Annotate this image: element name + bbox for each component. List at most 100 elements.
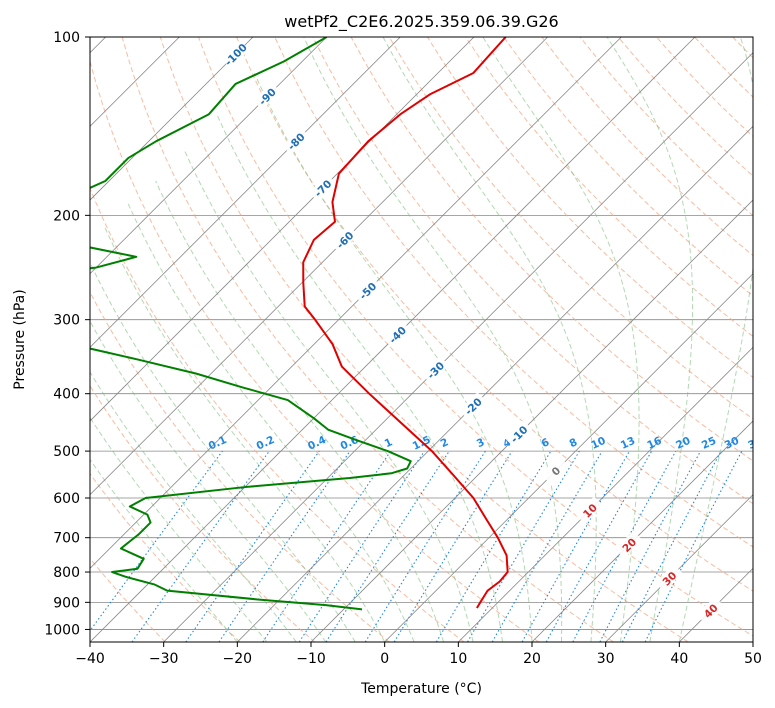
temperature-line (302, 37, 509, 609)
isotherm-label-bg (696, 596, 724, 625)
mixing-ratio-line (90, 450, 223, 632)
dry-adiabat (350, 37, 753, 462)
dewpoint-line (90, 37, 412, 611)
mixing-ratio-label: 30 (723, 435, 741, 452)
isotherm-label-bg (504, 419, 533, 448)
x-tick-label: −10 (296, 651, 326, 667)
moist-adiabat (482, 37, 640, 642)
x-tick-label: −40 (75, 651, 105, 667)
moist-adiabat (90, 416, 268, 642)
plot-area (90, 37, 753, 642)
isotherm-label-bg (308, 174, 337, 202)
y-tick-label: 900 (53, 595, 80, 611)
moist-adiabat (90, 320, 327, 642)
dry-adiabat (236, 37, 753, 592)
isotherm-line (384, 273, 753, 642)
mixing-ratio-label: 4 (501, 436, 513, 450)
isotherm-line (90, 37, 548, 496)
mixing-ratio-label: 10 (589, 435, 607, 452)
isotherm-line (237, 125, 753, 642)
y-axis-label: Pressure (hPa) (12, 289, 28, 389)
isotherm-label-bg (221, 40, 250, 68)
mixing-ratio-label: 13 (619, 435, 637, 452)
isotherm-label-bg (281, 127, 310, 155)
isotherm-label-bg (330, 225, 359, 254)
moist-adiabat (382, 37, 597, 642)
mixing-ratio-line (218, 450, 351, 642)
y-tick-label: 500 (53, 444, 80, 460)
mixing-ratio-line (572, 450, 677, 642)
y-tick-label: 800 (53, 565, 80, 581)
y-tick-label: 1000 (44, 622, 80, 638)
isotherm-label-bg (383, 320, 411, 349)
isotherm-line (310, 199, 753, 642)
x-axis-label: Temperature (°C) (360, 681, 482, 697)
chart-title: wetPf2_C2E6.2025.359.06.39.G26 (284, 12, 558, 32)
isotherm-label-bg (353, 276, 382, 305)
mixing-ratio-line (545, 450, 653, 642)
dry-adiabat (90, 384, 316, 642)
y-tick-label: 300 (53, 313, 80, 329)
dry-adiabat (90, 186, 465, 642)
moist-adiabat (155, 180, 445, 642)
x-tick-label: 10 (449, 651, 467, 667)
mixing-ratio-label: 2 (439, 436, 451, 450)
moist-adiabat (216, 114, 504, 642)
isotherm-label-bg (253, 82, 281, 110)
mixing-ratio-label: 3 (475, 436, 487, 450)
y-tick-label: 100 (53, 30, 80, 46)
isotherm-label-bg (458, 392, 487, 420)
isotherm-line (90, 37, 622, 569)
x-tick-label: 0 (380, 651, 389, 667)
dry-adiabat (90, 291, 390, 642)
mixing-ratio-label: 6 (540, 436, 552, 450)
y-tick-label: 700 (53, 531, 80, 547)
isotherm-line (458, 346, 753, 642)
x-tick-label: 30 (597, 651, 615, 667)
moist-adiabat (126, 201, 415, 642)
y-axis: 100 200 300 400 500 600 700 800 900 1000 (44, 30, 90, 638)
mixing-ratio-line (393, 450, 513, 642)
x-tick-label: 40 (670, 651, 688, 667)
x-tick-label: 50 (744, 651, 762, 667)
background-lines (90, 37, 753, 642)
mixing-ratio-label: 20 (674, 435, 692, 452)
dry-adiabat (121, 37, 614, 642)
dry-adiabat (274, 37, 753, 548)
dry-adiabat (426, 37, 753, 378)
dry-adiabat (198, 37, 753, 637)
isotherm-label-bg (421, 355, 449, 384)
isotherm-line (163, 52, 753, 642)
isotherm-line (605, 494, 753, 642)
profiles (90, 37, 509, 611)
isotherm-line (90, 37, 254, 201)
mixing-ratio-label: 8 (568, 436, 580, 450)
dry-adiabat (159, 37, 689, 642)
dry-adiabat (90, 472, 241, 642)
isotherm-label-bg (541, 456, 570, 485)
x-tick-label: −20 (223, 651, 253, 667)
mixing-ratio-label: 16 (645, 435, 663, 452)
isotherm-label-bg (575, 496, 604, 525)
moist-adiabat (90, 458, 238, 642)
mixing-ratio-label: 25 (700, 435, 718, 452)
moist-adiabat (183, 149, 474, 642)
mixing-ratio-labels: 0.10.20.40.611.52346810131620253036 (207, 434, 753, 453)
dry-adiabat (503, 37, 753, 297)
moist-adiabat (104, 227, 386, 642)
isotherm-line (90, 37, 327, 275)
isotherm-label-bg (614, 530, 643, 559)
moist-adiabat (303, 37, 563, 642)
moist-adiabat (90, 371, 297, 642)
mixing-ratio-line (262, 450, 392, 642)
mixing-ratio-line (644, 450, 743, 642)
mixing-ratio-line (521, 450, 630, 642)
mixing-ratio-line (185, 450, 320, 642)
moist-adiabat (678, 37, 753, 642)
dry-adiabat (90, 557, 166, 642)
mixing-ratio-line (325, 450, 450, 642)
plot-frame (89, 36, 754, 643)
mixing-ratio-label: 1 (383, 436, 395, 450)
